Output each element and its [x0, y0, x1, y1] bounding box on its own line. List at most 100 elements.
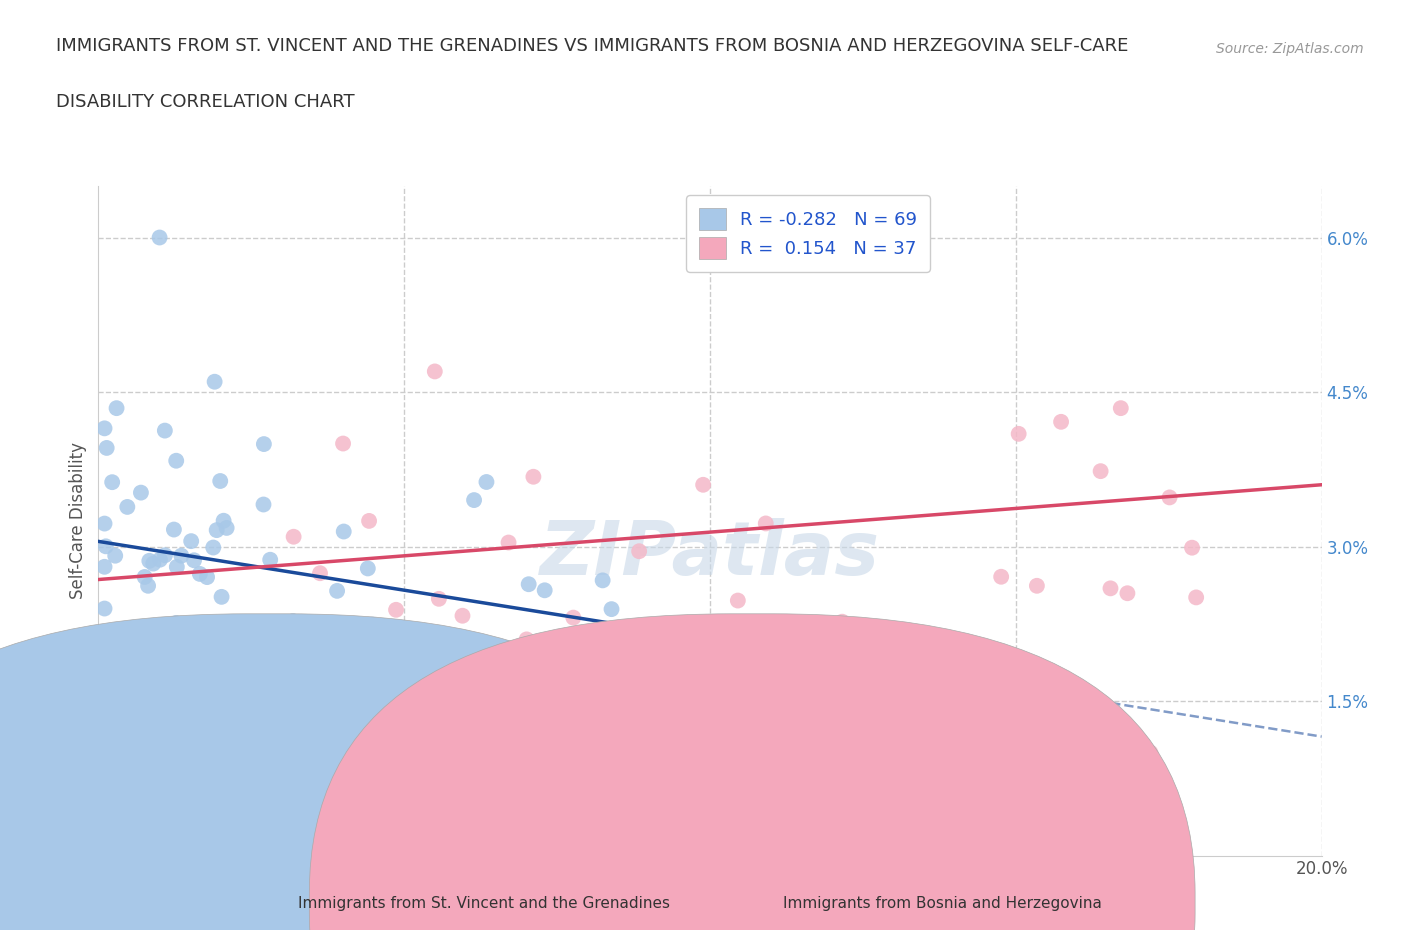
Point [332, 525, 354, 539]
Point [755, 516, 778, 531]
Point [138, 553, 160, 568]
Point [616, 623, 638, 638]
Point [1181, 540, 1204, 555]
Point [166, 560, 188, 575]
Point [188, 684, 211, 698]
Point [831, 614, 853, 629]
Point [319, 776, 342, 790]
Point [1139, 745, 1161, 760]
Point [628, 544, 651, 559]
Point [562, 610, 585, 625]
Point [134, 569, 156, 584]
Point [318, 621, 340, 636]
Point [96, 441, 118, 456]
Point [373, 647, 395, 662]
Point [434, 644, 457, 659]
Point [139, 622, 162, 637]
Point [101, 474, 124, 489]
Point [423, 364, 446, 379]
Point [785, 674, 807, 689]
Point [332, 436, 354, 451]
Point [1116, 586, 1139, 601]
Point [560, 773, 582, 788]
Point [1050, 415, 1073, 430]
Point [129, 485, 152, 500]
Point [93, 516, 115, 531]
Point [127, 701, 149, 716]
Point [498, 535, 520, 550]
Point [142, 556, 165, 571]
Point [516, 632, 538, 647]
Point [475, 474, 498, 489]
Point [427, 591, 450, 606]
Point [149, 552, 172, 567]
Point [93, 421, 115, 436]
Point [361, 618, 384, 632]
Point [463, 493, 485, 508]
Point [266, 618, 288, 632]
Point [149, 230, 172, 245]
Point [209, 473, 232, 488]
Point [1090, 464, 1112, 479]
Point [359, 513, 381, 528]
Point [527, 724, 550, 739]
Text: IMMIGRANTS FROM ST. VINCENT AND THE GRENADINES VS IMMIGRANTS FROM BOSNIA AND HER: IMMIGRANTS FROM ST. VINCENT AND THE GREN… [56, 37, 1129, 55]
Point [394, 828, 416, 843]
Point [165, 616, 187, 631]
Point [1025, 578, 1047, 593]
Point [204, 374, 226, 389]
Point [195, 570, 218, 585]
Point [413, 651, 436, 666]
Point [202, 540, 225, 555]
Point [104, 549, 127, 564]
Point [209, 627, 232, 642]
Point [215, 521, 238, 536]
Point [990, 569, 1012, 584]
Text: DISABILITY CORRELATION CHART: DISABILITY CORRELATION CHART [56, 93, 354, 111]
Point [592, 573, 614, 588]
Point [486, 672, 509, 687]
Point [105, 401, 128, 416]
Point [183, 552, 205, 567]
Point [252, 497, 274, 512]
Point [281, 614, 304, 629]
Point [600, 602, 623, 617]
Point [692, 477, 714, 492]
Point [212, 513, 235, 528]
Point [283, 529, 305, 544]
Point [1109, 401, 1132, 416]
Point [163, 522, 186, 537]
Point [136, 578, 159, 593]
Point [357, 561, 380, 576]
Point [183, 668, 205, 683]
Point [1185, 590, 1208, 604]
Text: Source: ZipAtlas.com: Source: ZipAtlas.com [1216, 42, 1364, 56]
Point [314, 661, 336, 676]
Point [1099, 581, 1122, 596]
Point [170, 549, 193, 564]
Point [181, 617, 204, 631]
Point [1008, 426, 1031, 441]
Text: ZIPatlas: ZIPatlas [540, 518, 880, 591]
Point [451, 608, 474, 623]
Point [205, 523, 228, 538]
Point [114, 658, 136, 672]
Point [727, 593, 749, 608]
Point [188, 566, 211, 581]
Point [522, 470, 544, 485]
Point [180, 534, 202, 549]
Legend: R = -0.282   N = 69, R =  0.154   N = 37: R = -0.282 N = 69, R = 0.154 N = 37 [686, 195, 929, 272]
Point [211, 590, 233, 604]
Point [517, 577, 540, 591]
Point [253, 437, 276, 452]
Point [117, 499, 139, 514]
Point [624, 754, 647, 769]
Point [385, 603, 408, 618]
Point [332, 654, 354, 669]
Point [153, 548, 176, 563]
Point [526, 653, 548, 668]
Point [165, 453, 187, 468]
Point [416, 638, 439, 653]
Point [153, 423, 176, 438]
Point [205, 655, 228, 670]
